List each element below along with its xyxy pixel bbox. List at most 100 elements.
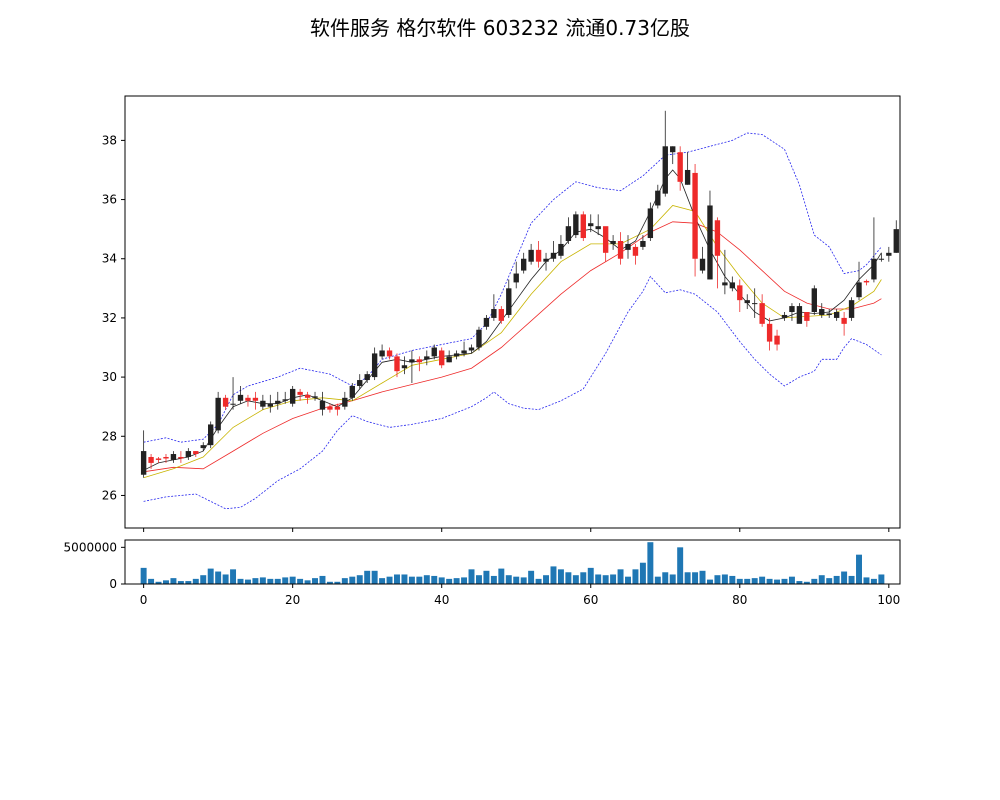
volume-bar	[662, 572, 669, 584]
candle-body	[498, 309, 505, 321]
candle-body	[327, 406, 333, 410]
candle-body	[178, 456, 184, 459]
candle-body	[684, 169, 691, 185]
volume-bar	[774, 579, 781, 584]
ma10-line	[143, 205, 882, 479]
volume-bar	[252, 578, 259, 584]
y-tick-label: 26	[102, 488, 117, 502]
candle-body	[863, 280, 870, 283]
x-tick-label: 80	[732, 593, 747, 607]
candle	[543, 252, 549, 271]
volume-bar	[557, 569, 564, 584]
boll-upper-line	[143, 132, 882, 443]
volume-bar	[796, 581, 803, 584]
candle-body	[699, 258, 706, 271]
candle-body	[371, 353, 378, 378]
volume-bar	[192, 578, 199, 584]
candle-body	[774, 335, 780, 345]
candle-body	[647, 208, 654, 239]
candle	[714, 217, 721, 289]
candle-body	[185, 451, 192, 457]
candle	[155, 456, 162, 463]
candle	[670, 146, 676, 165]
candle-body	[297, 391, 303, 395]
volume-bar	[289, 576, 296, 584]
candle-body	[506, 288, 512, 315]
candle	[506, 279, 512, 318]
candle-body	[714, 220, 721, 256]
candle-body	[431, 347, 437, 357]
candle	[342, 391, 348, 410]
candle	[193, 451, 199, 457]
candle-body	[878, 258, 885, 260]
y-tick-label: 0	[109, 577, 117, 591]
volume-bar	[148, 578, 155, 584]
volume-bar	[282, 577, 289, 584]
candle	[289, 385, 296, 407]
candle	[871, 217, 877, 283]
candle	[521, 252, 527, 274]
volume-bar	[446, 578, 453, 584]
candle-body	[833, 312, 840, 318]
volume-bar	[386, 576, 393, 584]
candle-body	[588, 223, 594, 227]
candle-body	[707, 205, 713, 280]
candle	[379, 344, 385, 360]
candle-body	[483, 317, 490, 327]
candle-body	[439, 350, 445, 366]
candle-body	[535, 249, 542, 262]
candle-body	[319, 400, 326, 410]
candle-body	[267, 403, 273, 407]
volume-bar	[520, 577, 527, 584]
volume-panel: 0 5000000 0 20 40 60 80 100	[64, 539, 901, 607]
candle-body	[312, 396, 318, 398]
candle-body	[237, 394, 244, 401]
candle-body	[364, 374, 370, 381]
candle-body	[781, 314, 788, 318]
candle-body	[140, 451, 147, 475]
volume-bar	[759, 576, 766, 584]
volume-bar	[841, 571, 848, 584]
candle-body	[424, 356, 430, 360]
candle	[163, 454, 169, 463]
y-tick-label: 34	[102, 252, 117, 266]
volume-bar	[371, 570, 378, 584]
x-tick-label: 60	[583, 593, 598, 607]
candle-body	[848, 300, 855, 318]
candle-body	[811, 288, 817, 312]
candle-body	[193, 451, 199, 455]
volume-bar	[528, 570, 535, 584]
volume-bar	[431, 575, 438, 584]
x-tick-label: 20	[285, 593, 300, 607]
volume-bar	[744, 578, 751, 584]
volume-bar	[587, 567, 594, 584]
candle-body	[215, 397, 221, 431]
volume-bar	[408, 576, 415, 584]
candle	[476, 326, 482, 351]
candle-body	[550, 252, 557, 259]
boll-lower-line	[143, 275, 882, 510]
volume-bar	[349, 576, 356, 584]
volume-bar	[505, 575, 512, 584]
candle-body	[580, 214, 586, 239]
candle	[170, 451, 177, 463]
candle	[237, 385, 244, 404]
candle	[312, 391, 318, 401]
price-panel: 26 28 30 32 34 36 38	[102, 95, 901, 532]
candle	[610, 235, 616, 250]
candle	[692, 164, 698, 277]
candle-body	[602, 226, 609, 253]
volume-bar	[595, 574, 602, 584]
candle	[565, 217, 572, 244]
candle-body	[260, 400, 266, 407]
volume-bar	[669, 574, 676, 584]
y-tick-label: 28	[102, 429, 117, 443]
candle	[327, 403, 333, 413]
candle-body	[573, 214, 579, 236]
volume-bar	[215, 571, 222, 584]
candle	[602, 226, 609, 262]
volume-panel-frame	[124, 539, 901, 585]
candle-body	[759, 303, 765, 324]
candle-body	[222, 397, 229, 407]
volume-bar	[878, 574, 885, 584]
